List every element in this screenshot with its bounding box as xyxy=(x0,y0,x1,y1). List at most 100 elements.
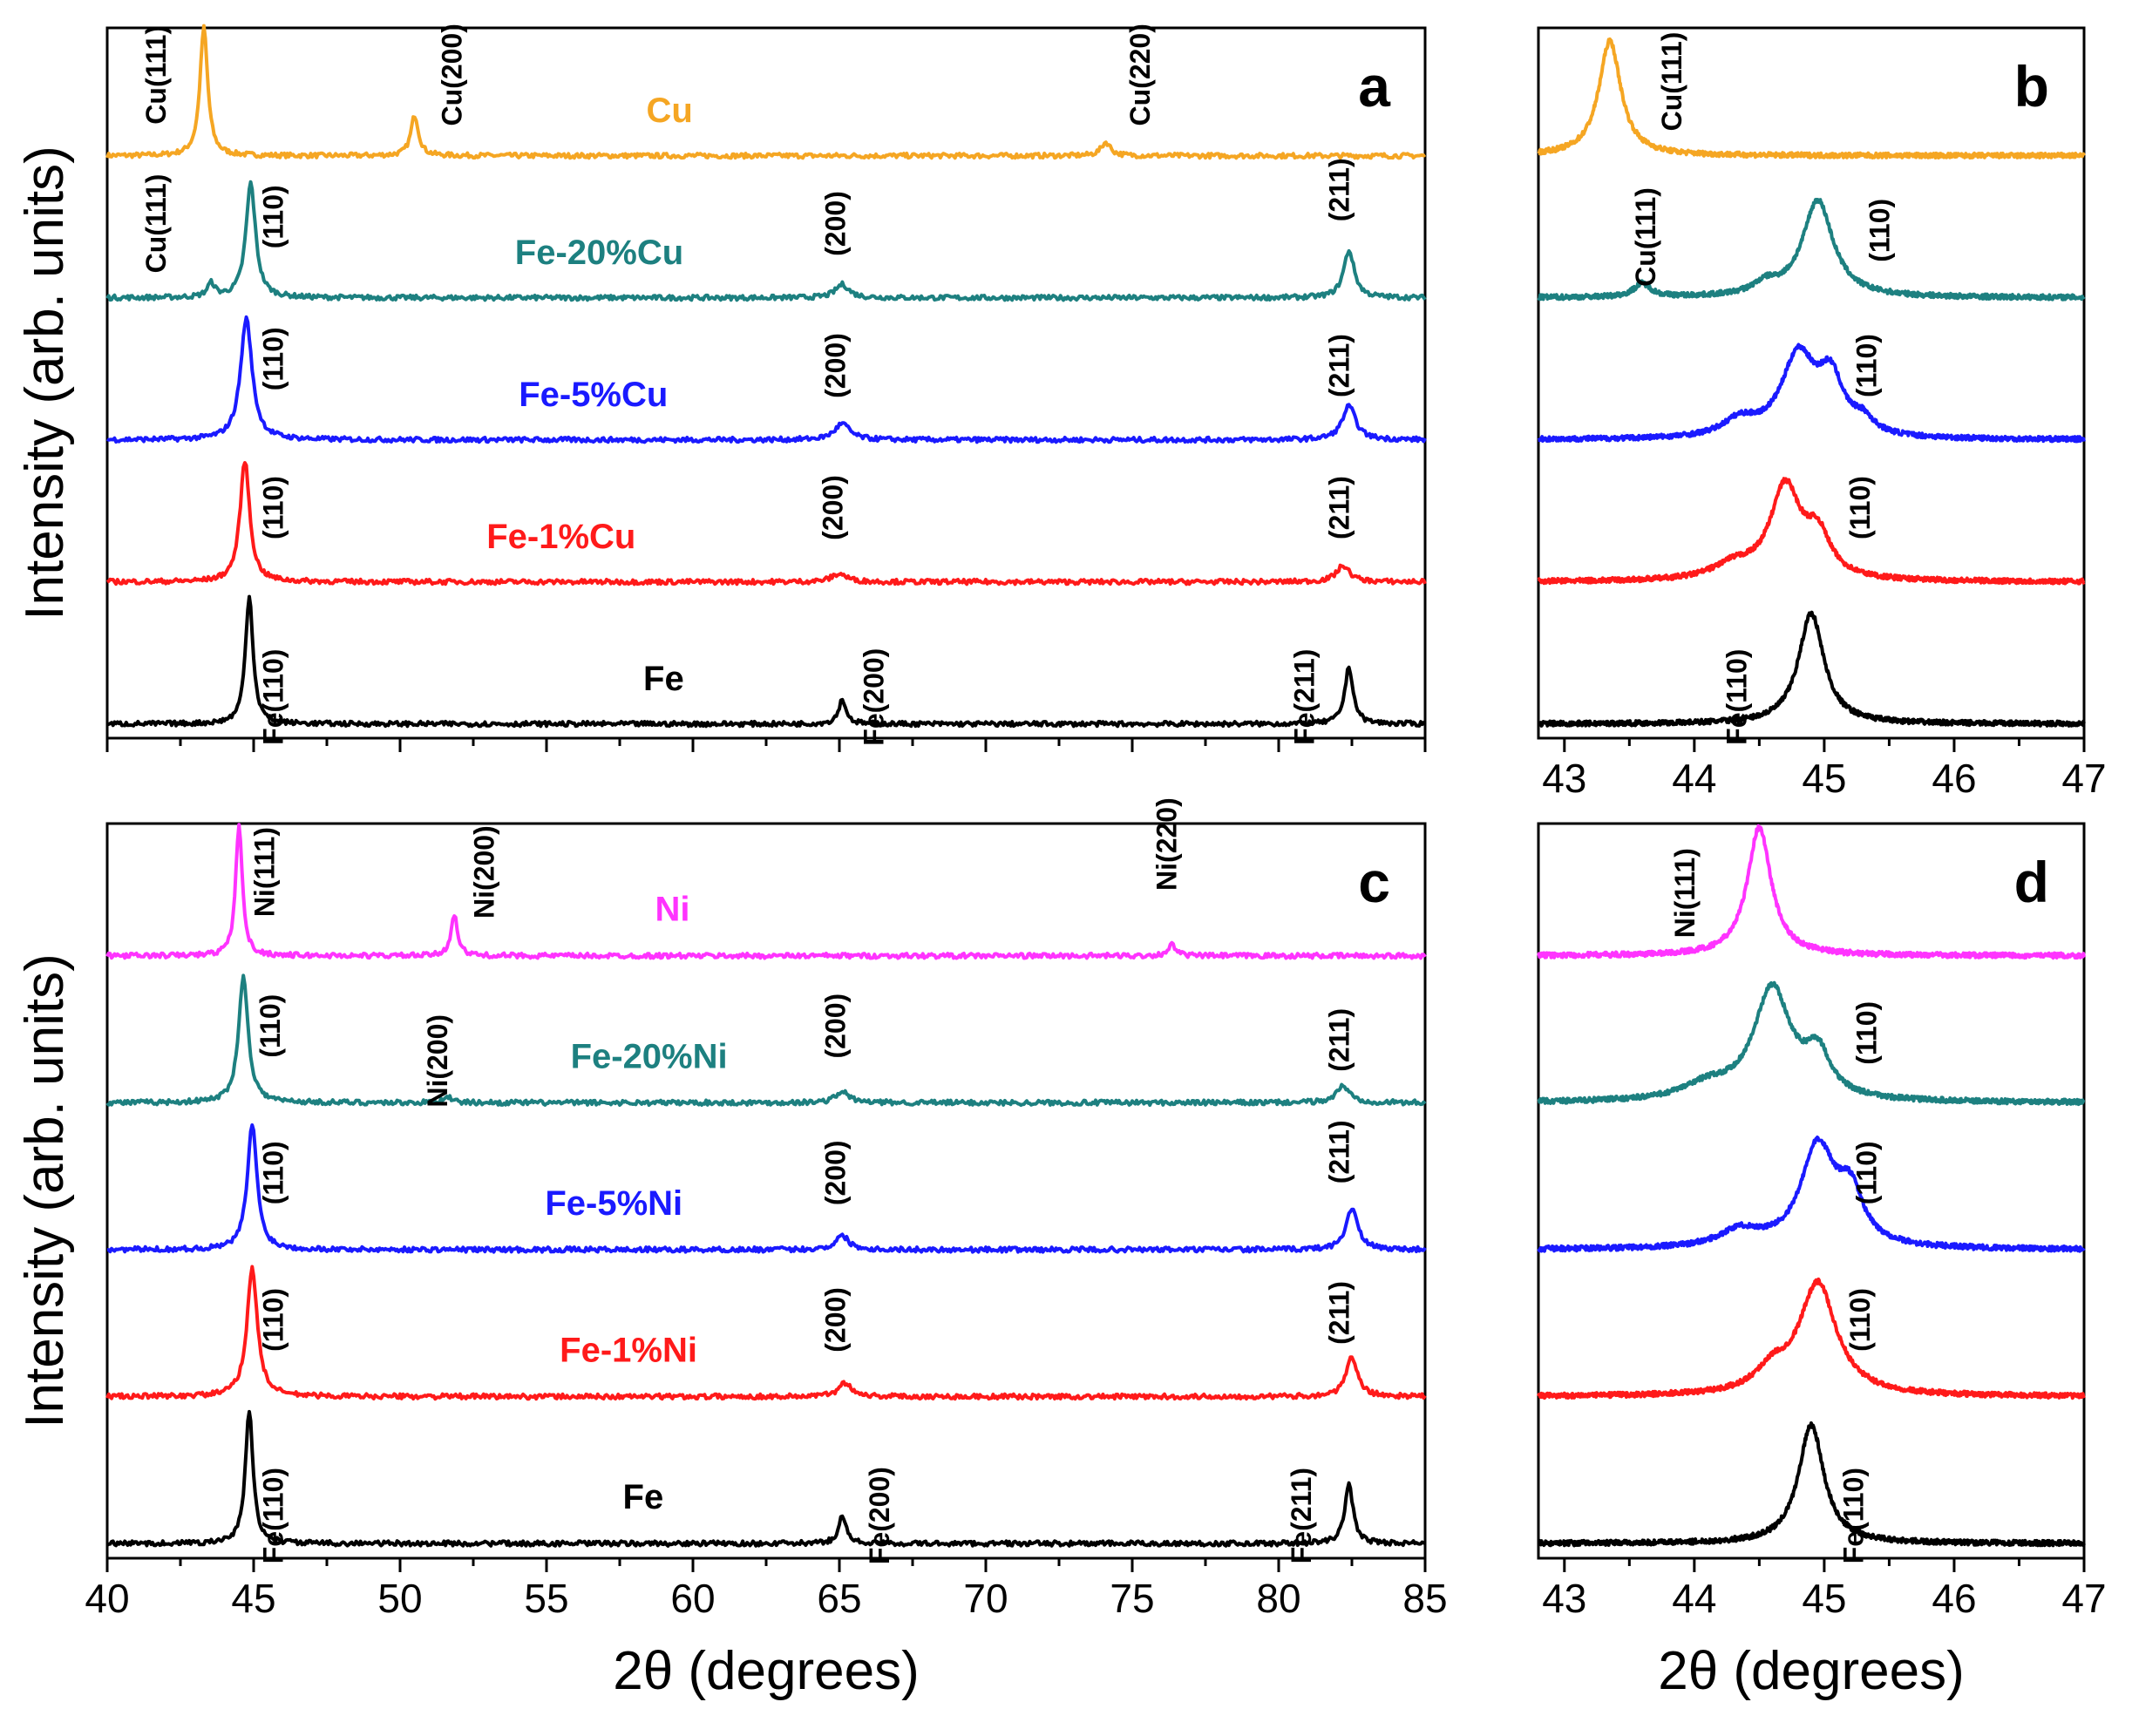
peak-label: Fe(200) xyxy=(864,1467,895,1564)
y-axis-title: Intensity (arb. units) xyxy=(15,146,75,620)
panel-frame xyxy=(1537,822,2086,1560)
peak-label: (200) xyxy=(820,1140,852,1205)
series-line-fe-1pctni xyxy=(1537,1277,2086,1400)
panel-letter: a xyxy=(1358,54,1391,119)
series-label: Fe-1%Ni xyxy=(560,1331,697,1369)
peak-label: Ni(111) xyxy=(249,827,281,917)
x-tick-label: 65 xyxy=(817,1576,861,1621)
series-line-fe-20pctni xyxy=(105,973,1427,1108)
peak-label: Fe(211) xyxy=(1288,649,1320,745)
peak-label: (211) xyxy=(1324,334,1355,397)
series-line-fe-20pctcu xyxy=(1537,198,2086,302)
peak-label: Fe(110) xyxy=(1838,1468,1870,1563)
series-line-fe xyxy=(1537,1421,2086,1548)
series-label: Fe-1%Cu xyxy=(486,518,635,556)
peak-label: (110) xyxy=(1851,1141,1883,1204)
peak-label: (110) xyxy=(258,476,289,539)
peak-label: (211) xyxy=(1324,1281,1355,1345)
x-tick-label: 43 xyxy=(1542,1576,1586,1621)
panel-letter: b xyxy=(2014,54,2049,119)
x-tick-label: 80 xyxy=(1256,1576,1300,1621)
peak-label: (211) xyxy=(1324,158,1355,221)
series-line-fe-20pctcu xyxy=(105,180,1427,302)
x-tick-label: 43 xyxy=(1542,756,1586,801)
peak-label: Cu(111) xyxy=(1630,187,1661,287)
y-axis-title: Intensity (arb. units) xyxy=(15,953,75,1427)
peak-label: (110) xyxy=(1864,199,1895,262)
peak-label: (110) xyxy=(1851,1001,1883,1065)
series-label: Fe-5%Cu xyxy=(519,376,668,414)
peak-label: (211) xyxy=(1324,1008,1355,1072)
x-tick-label: 50 xyxy=(377,1576,422,1621)
series-label: Fe-20%Ni xyxy=(571,1037,728,1075)
peak-label: Ni(111) xyxy=(1669,848,1701,938)
x-tick-label: 44 xyxy=(1672,756,1716,801)
series-label: Fe-20%Cu xyxy=(515,234,683,272)
peak-label: (200) xyxy=(820,993,852,1059)
series-line-ni xyxy=(1537,824,2086,960)
series-label: Fe xyxy=(643,660,684,698)
peak-label: (211) xyxy=(1324,1120,1355,1183)
series-line-fe xyxy=(106,594,1427,729)
series-line-cu xyxy=(105,24,1427,160)
series-line-fe xyxy=(105,1409,1426,1548)
peak-label: Fe(200) xyxy=(858,648,889,746)
x-axis-title: 2θ (degrees) xyxy=(1658,1641,1965,1701)
peak-label: Fe(110) xyxy=(258,649,289,745)
peak-label: (110) xyxy=(258,1141,289,1204)
series-line-fe-5pctni xyxy=(1537,1136,2086,1253)
peak-label: (110) xyxy=(258,327,289,390)
peak-label: Ni(220) xyxy=(1151,797,1182,891)
series-label: Fe-5%Ni xyxy=(545,1184,682,1223)
peak-label: (200) xyxy=(820,1287,852,1353)
series-line-fe-1pctcu xyxy=(1537,477,2086,586)
x-tick-label: 45 xyxy=(231,1576,275,1621)
peak-label: Cu(200) xyxy=(437,24,468,125)
peak-label: Cu(111) xyxy=(140,174,172,274)
x-tick-label: 45 xyxy=(1802,756,1846,801)
peak-label: Fe(110) xyxy=(1721,649,1753,745)
series-line-fe xyxy=(1537,610,2086,728)
series-label: Cu xyxy=(646,92,692,130)
series-line-fe-5pctcu xyxy=(105,315,1427,444)
peak-label: (110) xyxy=(1844,1288,1876,1352)
x-tick-label: 75 xyxy=(1110,1576,1154,1621)
peak-label: Cu(111) xyxy=(140,25,172,125)
x-tick-label: 46 xyxy=(1932,1576,1976,1621)
peak-label: (200) xyxy=(817,475,848,540)
series-line-fe-5pctni xyxy=(106,1123,1427,1254)
x-tick-label: 85 xyxy=(1402,1576,1447,1621)
panel-b: 43 44 45 46 47 Cu(111) Cu(111) (110) (110) (110) F… xyxy=(1537,26,2107,801)
panel-letter: d xyxy=(2014,850,2049,914)
series-line-fe-20pctni xyxy=(1537,980,2086,1107)
x-tick-label: 44 xyxy=(1672,1576,1716,1621)
x-tick-label: 46 xyxy=(1932,756,1976,801)
panel-frame xyxy=(105,26,1427,740)
series-line-fe-5pctcu xyxy=(1537,342,2086,444)
peak-label: Cu(220) xyxy=(1124,24,1156,125)
series-line-fe-1pctni xyxy=(105,1265,1427,1401)
peak-label: (110) xyxy=(1844,476,1876,539)
panel-frame xyxy=(105,822,1427,1560)
series-label: Ni xyxy=(655,891,689,929)
series-label: Fe xyxy=(623,1478,664,1516)
x-axis-title: 2θ (degrees) xyxy=(613,1641,920,1701)
peak-label: Ni(200) xyxy=(422,1014,453,1108)
series-line-ni xyxy=(105,823,1427,960)
panel-frame xyxy=(1537,26,2086,740)
panel-c: 40 45 50 55 60 65 70 75 80 85 Ni Ni(111) Ni(200) Ni(2… xyxy=(15,797,1448,1701)
peak-label: Fe(211) xyxy=(1286,1468,1317,1563)
series-line-fe-1pctcu xyxy=(105,461,1427,587)
x-tick-label: 55 xyxy=(524,1576,568,1621)
panel-letter: c xyxy=(1358,850,1390,914)
peak-label: (110) xyxy=(1851,334,1883,397)
x-tick-label: 47 xyxy=(2061,1576,2106,1621)
x-tick-label: 70 xyxy=(963,1576,1008,1621)
peak-label: Fe(110) xyxy=(258,1468,289,1563)
peak-label: (110) xyxy=(255,994,286,1058)
peak-label: Cu(111) xyxy=(1656,32,1687,132)
x-tick-label: 60 xyxy=(670,1576,715,1621)
peak-label: Ni(200) xyxy=(469,825,500,919)
